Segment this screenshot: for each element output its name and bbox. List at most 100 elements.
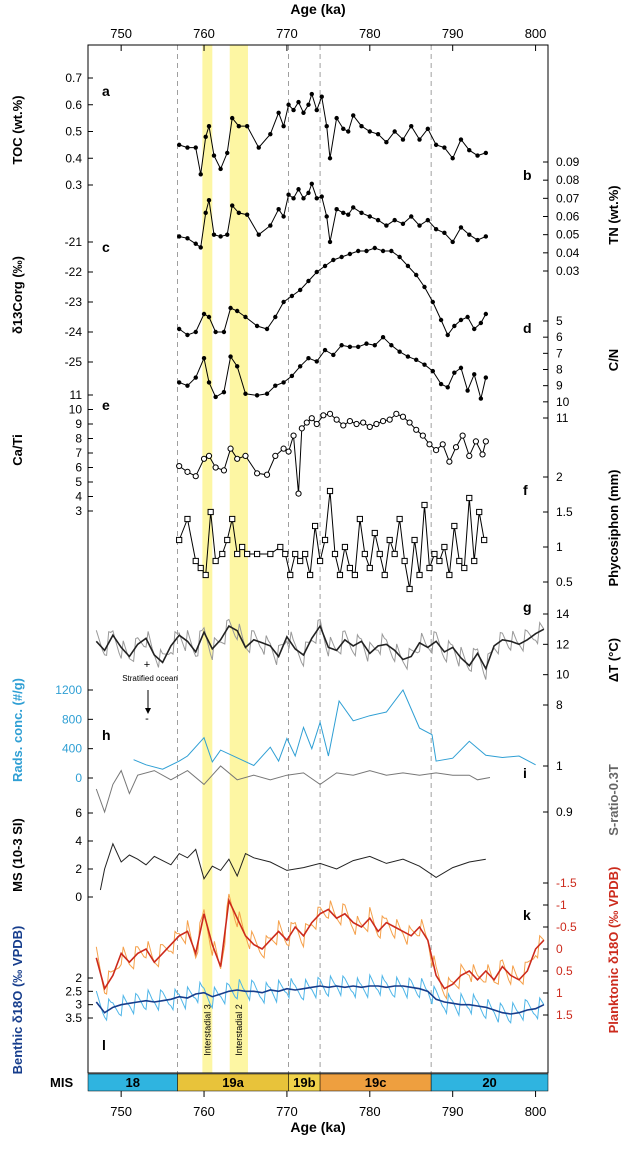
data-point-b [334, 207, 339, 212]
data-point-e [295, 490, 302, 497]
y-tick-label-h: 1200 [55, 683, 82, 697]
y-tick-label-k: -1 [556, 898, 567, 912]
y-tick-label-k: -0.5 [556, 920, 577, 934]
data-point-f [456, 557, 463, 565]
data-point-c [322, 263, 328, 269]
data-point-d [430, 368, 435, 374]
data-point-c [422, 284, 427, 290]
data-point-a [193, 145, 198, 150]
annotation-plus: + [144, 659, 150, 671]
data-point-f [244, 550, 251, 558]
data-point-b [291, 196, 296, 201]
data-point-d [397, 349, 402, 354]
data-point-f [436, 557, 443, 565]
data-point-f [253, 550, 261, 558]
data-point-d [254, 393, 260, 398]
data-point-a [281, 123, 286, 129]
data-point-b [193, 241, 198, 246]
data-point-f [307, 571, 314, 579]
mis-bar: MIS 18 19a 19b 19c 20 [50, 1073, 549, 1092]
data-point-b [442, 230, 447, 236]
data-point-e [272, 452, 279, 459]
y-tick-label-e: 7 [75, 446, 82, 460]
data-point-e [184, 468, 191, 475]
data-point-a [450, 156, 455, 161]
data-point-e [298, 425, 305, 432]
data-point-d [221, 389, 227, 395]
y-tick-label-d: 8 [556, 363, 563, 377]
data-point-b [324, 214, 329, 219]
bottom-x-axis-title: Age (ka) [290, 1119, 345, 1135]
data-point-a [276, 110, 281, 115]
plot-frame [87, 44, 549, 1074]
panel-letter-f: f [523, 482, 528, 498]
data-point-b [433, 227, 439, 232]
y-tick-label-c: -21 [65, 235, 83, 249]
data-point-d [472, 372, 477, 377]
data-point-f [416, 571, 423, 579]
y-tick-label-a: 0.4 [65, 151, 82, 165]
data-point-f [341, 543, 349, 551]
data-point-d [228, 354, 233, 359]
data-point-d [458, 365, 464, 371]
y-axis-title-ms: MS (10-3 SI) [10, 818, 25, 892]
data-point-b [198, 245, 203, 250]
series-smooth-k [95, 897, 545, 991]
data-point-f [316, 557, 324, 565]
y-axis-title-a: TOC (wt.%) [10, 95, 25, 164]
y-axis-title-h: Rads. conc. (#/g) [10, 678, 25, 782]
y-tick-label-d: 10 [556, 395, 570, 409]
data-point-b [206, 197, 212, 203]
y-tick-label-l: 3 [75, 998, 82, 1012]
data-point-c [289, 293, 295, 299]
data-point-f [421, 501, 428, 509]
data-point-e [333, 416, 340, 423]
y-tick-label-f: 2 [556, 470, 563, 484]
data-point-a [375, 131, 381, 137]
data-point-f [202, 571, 209, 579]
y-tick-label-d: 9 [556, 379, 563, 393]
data-point-d [331, 352, 336, 358]
data-point-f [466, 494, 473, 502]
data-point-f [371, 529, 378, 537]
data-point-a [198, 172, 203, 177]
data-point-f [386, 536, 393, 544]
y-axis-title-l: Benthic δ18O (‰ VPDB) [10, 926, 25, 1075]
data-point-f [441, 543, 448, 551]
data-point-c [458, 317, 464, 323]
y-tick-label-e: 10 [69, 403, 83, 417]
y-tick-label-e: 4 [75, 490, 82, 504]
data-point-e [303, 419, 310, 426]
data-point-b [296, 187, 301, 192]
data-point-b [319, 194, 324, 199]
data-point-e [482, 438, 489, 445]
data-point-b [244, 212, 250, 217]
data-point-d [201, 355, 207, 361]
data-point-f [461, 564, 468, 572]
mis-stage-20 [430, 1073, 549, 1092]
data-point-c [254, 323, 260, 329]
data-point-f [336, 571, 344, 579]
data-point-d [176, 380, 182, 385]
y-tick-label-ms: 4 [75, 834, 82, 848]
data-point-a [467, 148, 472, 153]
data-point-b [327, 239, 333, 245]
y-axis-title-g: ΔT (°C) [606, 638, 621, 682]
data-point-e [413, 426, 420, 433]
data-point-d [306, 355, 311, 361]
data-point-f [351, 571, 358, 579]
data-point-f [321, 536, 329, 544]
data-point-e [353, 420, 360, 428]
panel-i: 1 0.9 S-ratio-0.3T i [95, 759, 621, 836]
data-point-e [290, 432, 297, 439]
data-point-e [452, 444, 460, 451]
data-point-a [206, 123, 212, 129]
axes: 750 750 760 760 770 770 780 780 790 790 800 800 [87, 26, 549, 1119]
data-point-a [211, 153, 217, 158]
data-point-b [185, 236, 190, 241]
data-point-c [438, 317, 444, 323]
panel-letter-i: i [523, 765, 527, 781]
data-point-e [200, 455, 208, 462]
bottom-x-tick-label: 780 [359, 1104, 381, 1119]
